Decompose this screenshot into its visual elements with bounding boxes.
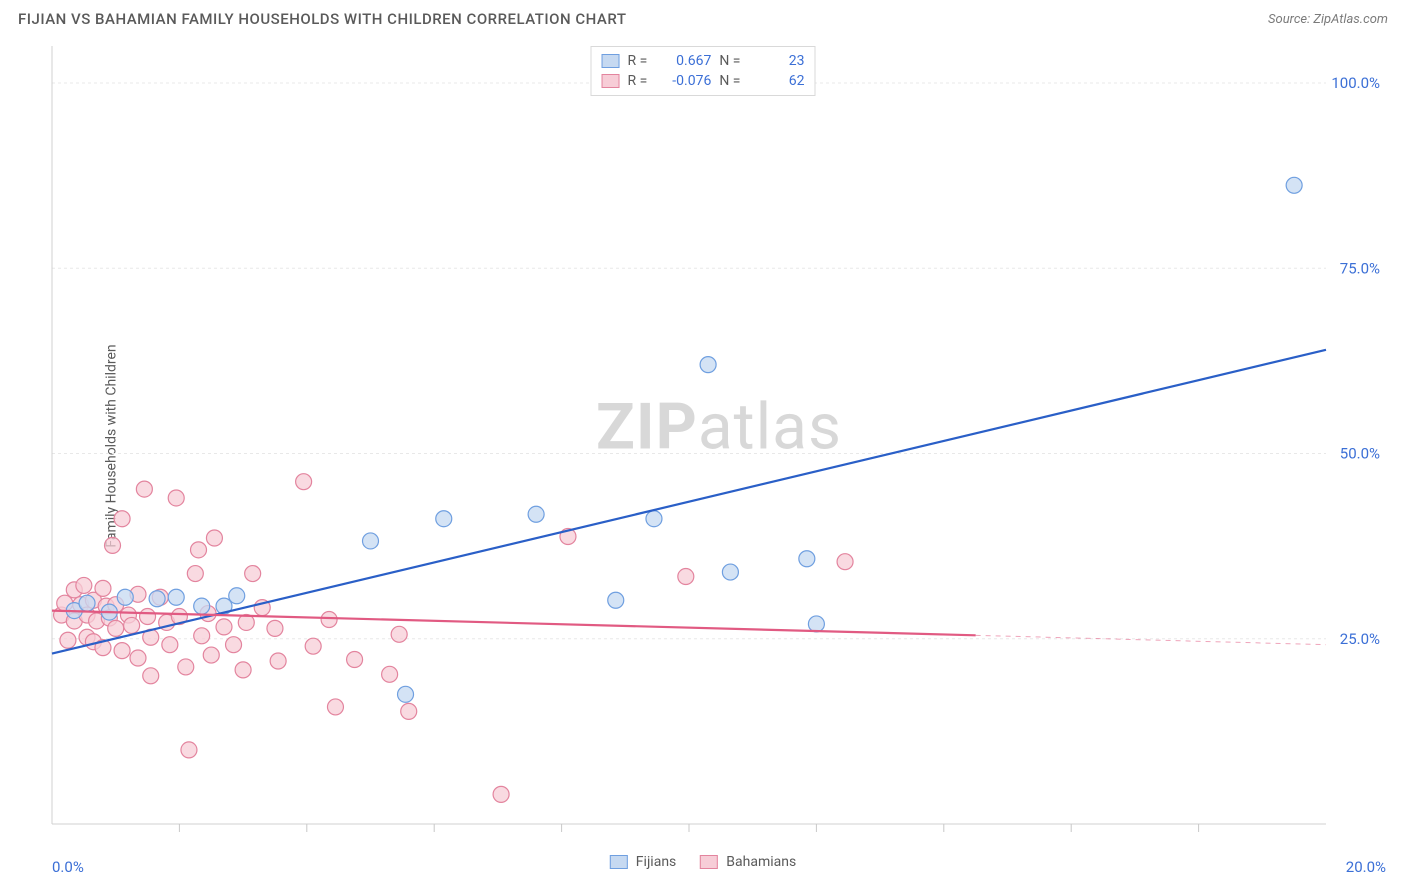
legend-label-fijians: Fijians xyxy=(636,854,676,870)
source-label: Source: ZipAtlas.com xyxy=(1268,12,1388,27)
legend-item-fijians: Fijians xyxy=(610,854,676,870)
swatch-bahamians xyxy=(602,74,620,88)
svg-text:100.0%: 100.0% xyxy=(1331,74,1380,92)
r-label: R = xyxy=(628,73,648,89)
legend-stats-row-bahamians: R = -0.076 N = 62 xyxy=(602,71,805,91)
r-value-bahamians: -0.076 xyxy=(655,73,711,89)
r-value-fijians: 0.667 xyxy=(655,53,711,69)
svg-text:25.0%: 25.0% xyxy=(1340,630,1380,648)
r-label: R = xyxy=(628,53,648,69)
legend-stats-row-fijians: R = 0.667 N = 23 xyxy=(602,51,805,71)
swatch-fijians xyxy=(610,855,628,869)
n-value-fijians: 23 xyxy=(748,53,804,69)
legend-item-bahamians: Bahamians xyxy=(700,854,796,870)
svg-text:50.0%: 50.0% xyxy=(1340,445,1380,463)
n-value-bahamians: 62 xyxy=(748,73,804,89)
chart-title: FIJIAN VS BAHAMIAN FAMILY HOUSEHOLDS WIT… xyxy=(18,10,626,28)
x-axis-label-max: 20.0% xyxy=(1346,858,1386,876)
scatter-chart: 25.0% 50.0% 75.0% 100.0% xyxy=(50,44,1388,842)
n-label: N = xyxy=(719,73,740,89)
legend-stats: R = 0.667 N = 23 R = -0.076 N = 62 xyxy=(591,46,816,96)
swatch-fijians xyxy=(602,54,620,68)
svg-text:75.0%: 75.0% xyxy=(1340,259,1380,277)
legend-series: Fijians Bahamians xyxy=(610,854,796,870)
x-axis-label-min: 0.0% xyxy=(52,858,84,876)
legend-label-bahamians: Bahamians xyxy=(726,854,796,870)
n-label: N = xyxy=(719,53,740,69)
swatch-bahamians xyxy=(700,855,718,869)
chart-area: 25.0%50.0%75.0%100.0% ZIPatlas xyxy=(50,44,1388,842)
